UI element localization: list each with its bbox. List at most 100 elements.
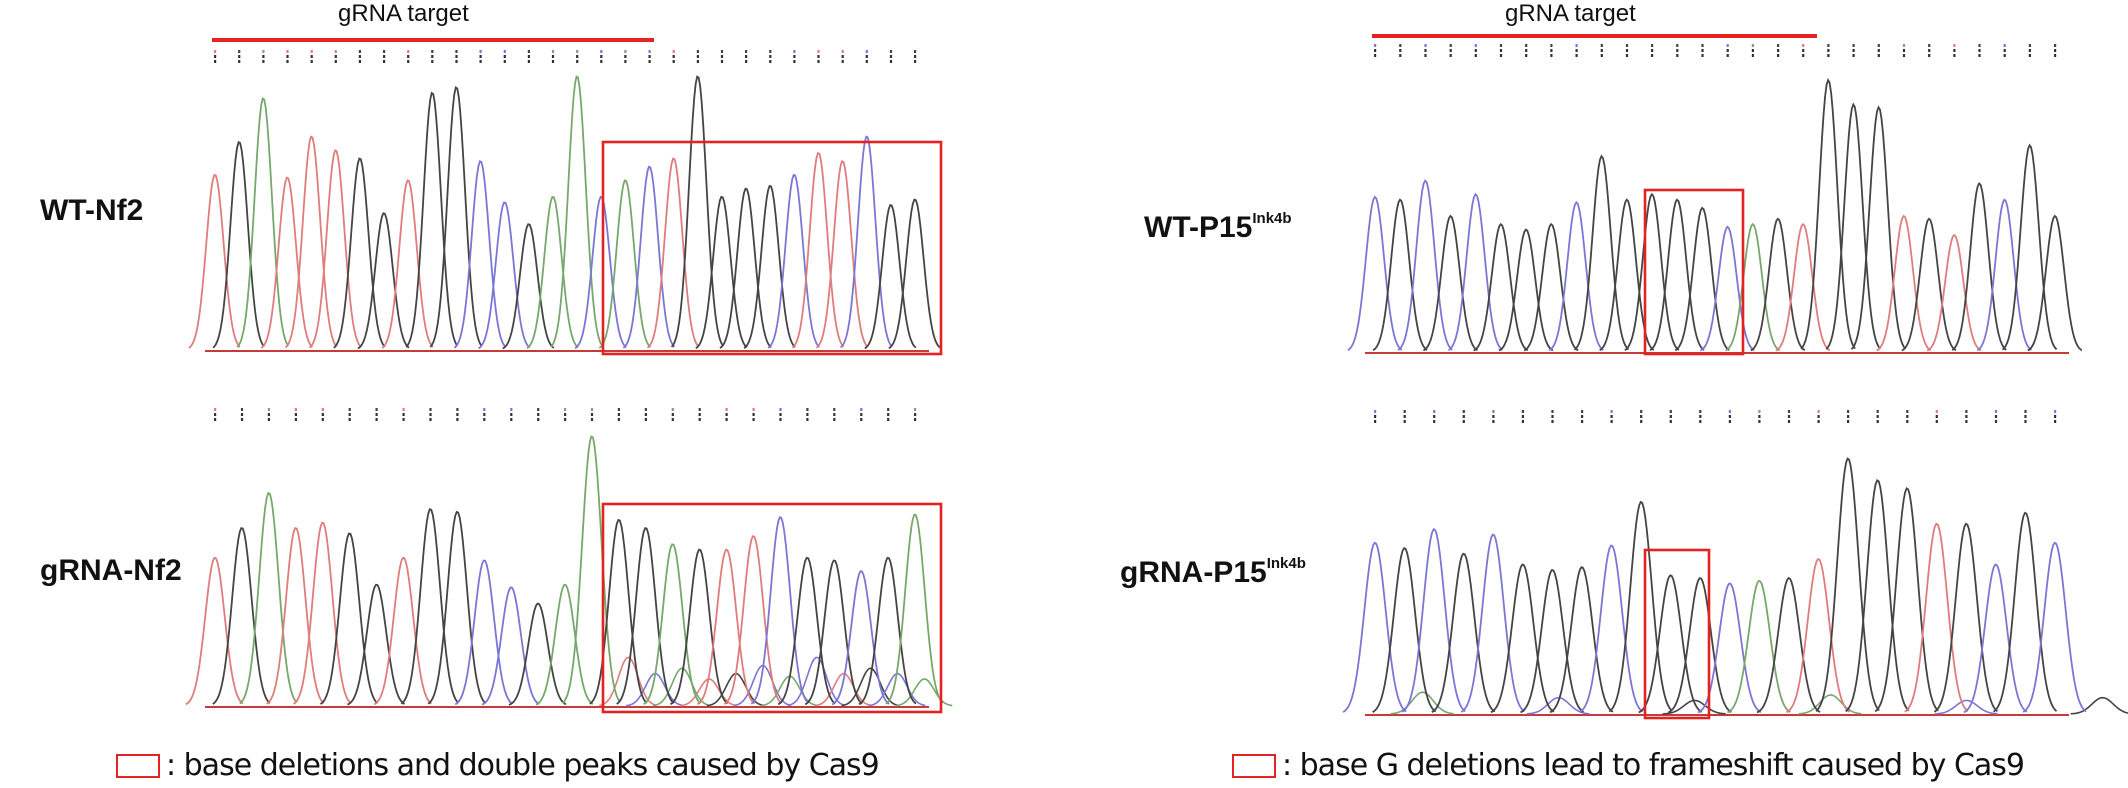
base-call-tick — [375, 408, 378, 411]
base-call-tick — [648, 60, 651, 63]
base-call-tick — [564, 408, 567, 411]
chromatogram-peak — [562, 435, 621, 704]
base-call-tick — [1399, 44, 1402, 47]
base-call-tick — [1521, 410, 1524, 413]
chromatogram-peak — [293, 521, 352, 705]
base-call-tick — [429, 413, 432, 416]
base-call-tick — [672, 50, 675, 53]
chromatogram-peak — [319, 532, 379, 705]
chromatogram-peak — [697, 548, 756, 706]
base-call-tick — [1499, 44, 1503, 47]
right-legend-text: : base G deletions lead to frameshift ca… — [1282, 748, 2025, 783]
base-call-tick — [1449, 49, 1452, 52]
secondary-peak — [1798, 694, 1862, 715]
base-call-tick — [1424, 49, 1427, 52]
chromatogram-peak — [888, 198, 941, 350]
chromatogram-peak — [840, 135, 893, 349]
chromatogram-peak — [1549, 566, 1614, 714]
base-call-tick — [833, 408, 836, 411]
base-call-tick — [429, 418, 432, 421]
base-call-tick — [698, 408, 701, 411]
base-call-tick — [1499, 49, 1503, 52]
base-call-tick — [1802, 49, 1805, 52]
base-call-tick — [1581, 420, 1584, 423]
chromatogram-peak — [815, 160, 869, 349]
base-call-tick — [1906, 415, 1909, 418]
base-call-tick — [1550, 49, 1553, 52]
base-call-tick — [1953, 54, 1956, 57]
base-call-tick — [238, 55, 241, 58]
chromatogram-peak — [1372, 198, 1428, 352]
base-call-tick — [1928, 54, 1931, 57]
base-call-tick — [752, 408, 755, 411]
base-call-tick — [887, 413, 890, 416]
base-call-tick — [1726, 54, 1729, 57]
base-call-tick — [262, 55, 265, 58]
base-call-tick — [1802, 44, 1805, 47]
base-call-tick — [1462, 410, 1465, 413]
base-call-tick — [817, 50, 820, 53]
chromatogram-peak — [1460, 533, 1525, 713]
base-call-tick — [479, 50, 482, 53]
base-call-tick — [1625, 49, 1629, 52]
base-call-tick — [865, 50, 868, 53]
secondary-peak — [868, 672, 926, 707]
secondary-peak — [599, 656, 657, 707]
base-call-tick — [624, 50, 627, 53]
base-call-tick — [483, 413, 486, 416]
base-call-tick — [671, 408, 674, 411]
base-call-tick — [887, 408, 890, 411]
chromatogram-peak — [1725, 222, 1781, 352]
base-call-tick — [483, 418, 486, 421]
base-call-tick — [1551, 415, 1554, 418]
chromatogram-peak — [1976, 198, 2032, 352]
base-call-tick — [1699, 410, 1702, 413]
base-call-tick — [407, 55, 410, 58]
base-call-tick — [402, 408, 405, 411]
chromatogram-peak — [2001, 143, 2058, 351]
base-call-tick — [1728, 420, 1731, 423]
base-call-tick — [1433, 420, 1436, 423]
right-top-label-main: WT-P15 — [1144, 211, 1253, 244]
chromatogram-peak — [1548, 200, 1604, 352]
base-call-tick — [286, 50, 289, 53]
chromatogram-peak — [405, 91, 458, 348]
base-call-tick — [914, 55, 917, 58]
base-call-tick — [286, 60, 289, 63]
chromatogram-peak — [1699, 225, 1755, 352]
base-call-tick — [1877, 49, 1880, 52]
chromatogram-peak — [1372, 547, 1437, 713]
base-call-tick — [1676, 44, 1679, 47]
left-top-chromatogram — [188, 50, 943, 356]
base-call-tick — [1474, 49, 1477, 52]
base-call-tick — [310, 60, 313, 63]
chromatogram-peak — [1431, 552, 1496, 713]
chromatogram-peak — [1963, 563, 2028, 714]
base-call-tick — [1492, 420, 1495, 423]
secondary-peak — [1390, 691, 1454, 715]
base-call-tick — [348, 413, 351, 416]
base-call-tick — [456, 408, 459, 411]
base-call-tick — [1852, 54, 1855, 57]
base-call-tick — [214, 60, 217, 63]
chromatogram-peak — [1845, 478, 1910, 713]
base-call-tick — [745, 55, 748, 58]
base-call-tick — [310, 55, 313, 58]
base-call-tick — [600, 55, 603, 58]
left-top-label-main: WT-Nf2 — [40, 194, 144, 227]
left-legend-box-icon — [116, 753, 160, 778]
base-call-tick — [2028, 49, 2031, 52]
base-call-tick — [1550, 54, 1553, 57]
base-call-tick — [483, 408, 486, 411]
base-call-tick — [1852, 44, 1855, 47]
base-call-tick — [1640, 420, 1643, 423]
base-call-tick — [383, 50, 386, 53]
base-call-tick — [833, 413, 836, 416]
base-call-tick — [1751, 44, 1754, 47]
base-call-tick — [1902, 54, 1906, 57]
base-call-tick — [2028, 54, 2031, 57]
base-call-tick — [564, 413, 567, 416]
chromatogram-peak — [885, 513, 944, 705]
base-call-tick — [590, 408, 594, 411]
base-call-tick — [2024, 415, 2027, 418]
